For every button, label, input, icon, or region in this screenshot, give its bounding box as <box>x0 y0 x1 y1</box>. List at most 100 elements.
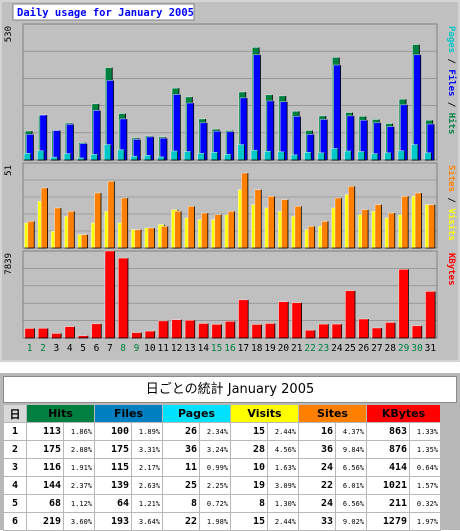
x-tick-label: 19 <box>264 343 276 354</box>
bar-pages-fill <box>264 151 272 160</box>
cell-value: 22 <box>299 477 335 494</box>
bar-kbytes <box>131 332 142 339</box>
bar-sites-fill <box>27 221 35 248</box>
bar-files <box>253 54 261 161</box>
bar-kbytes-fill <box>145 331 155 338</box>
bar-pages-fill <box>211 152 218 160</box>
bar-pages-fill <box>144 155 151 160</box>
bar-sites-fill <box>254 189 262 248</box>
cell-value: 8 <box>163 495 199 512</box>
bar-files-fill <box>133 139 141 160</box>
bar-sites <box>321 221 329 249</box>
bar-kbytes-fill <box>398 269 409 338</box>
cell-value: 15 <box>231 423 267 440</box>
bar-kbytes <box>305 329 316 339</box>
bar-pages-fill <box>157 156 165 160</box>
cell-percent: 3.60% <box>64 513 94 530</box>
bar-pages <box>63 153 72 161</box>
legend-files: Files <box>446 69 457 96</box>
bar-pages-fill <box>411 144 419 160</box>
cell-value: 16 <box>299 423 335 440</box>
bar-kbytes-fill <box>158 320 169 338</box>
legend-sites: Sites <box>446 165 457 192</box>
bar-kbytes <box>144 330 156 339</box>
legend-kbytes: KBytes <box>446 253 456 286</box>
cell-value: 1021 <box>367 477 409 494</box>
table-row: 5 68 1.12% 64 1.21% 8 0.72% 8 1.30% 24 6.56% 211 0.3… <box>4 495 440 512</box>
cell-value: 36 <box>299 441 335 458</box>
row-day: 1 <box>4 423 26 440</box>
bar-kbytes-fill <box>425 291 436 338</box>
bar-sites-fill <box>107 181 115 248</box>
bar-kbytes-fill <box>332 324 342 338</box>
bar-files-fill <box>346 115 354 160</box>
bar-sites <box>27 221 35 249</box>
bar-pages-fill <box>291 154 298 160</box>
x-tick-label: 17 <box>238 343 249 354</box>
bar-files <box>413 54 422 161</box>
bar-kbytes <box>211 324 222 339</box>
x-tick-label: 6 <box>94 343 100 354</box>
bar-pages-fill <box>384 152 392 160</box>
bar-kbytes <box>238 299 249 339</box>
bar-kbytes <box>264 323 276 339</box>
cell-value: 22 <box>163 513 199 530</box>
cell-percent: 1.98% <box>200 513 230 530</box>
bar-files-fill <box>79 143 87 160</box>
bar-pages <box>424 152 432 161</box>
cell-percent: 2.88% <box>64 441 94 458</box>
bar-files-fill <box>240 97 248 160</box>
bar-files-fill <box>186 103 194 160</box>
bar-sites-fill <box>67 211 75 248</box>
bar-files-fill <box>53 130 61 160</box>
day-column-header: 日 <box>4 405 26 422</box>
bar-kbytes <box>224 321 236 339</box>
cell-percent: 3.09% <box>268 477 298 494</box>
x-tick-label: 9 <box>134 343 140 354</box>
cell-value: 414 <box>367 459 409 476</box>
bar-files <box>92 110 101 161</box>
bar-pages-fill <box>90 154 98 160</box>
bar-pages <box>290 154 299 161</box>
x-tick-label: 22 <box>304 343 315 354</box>
x-tick-label: 4 <box>67 343 73 354</box>
bar-sites-fill <box>308 226 315 248</box>
bar-sites <box>161 226 169 249</box>
bar-sites <box>147 227 155 249</box>
bar-kbytes <box>385 322 396 339</box>
cell-value: 219 <box>27 513 63 530</box>
cell-value: 100 <box>95 423 131 440</box>
bar-sites-fill <box>41 188 48 248</box>
row-day: 5 <box>4 495 26 512</box>
bar-kbytes <box>291 302 302 339</box>
bar-pages <box>157 156 165 161</box>
bar-sites <box>361 209 369 249</box>
bar-files-fill <box>173 94 181 160</box>
bar-kbytes-fill <box>345 290 356 338</box>
cell-value: 115 <box>95 459 131 476</box>
bar-pages-fill <box>317 152 325 160</box>
bar-sites <box>67 211 75 249</box>
bar-kbytes-fill <box>104 251 115 338</box>
bar-pages-fill <box>398 150 405 160</box>
panel-0-ymax-label: 530 <box>4 26 14 42</box>
bar-pages-fill <box>24 153 31 160</box>
cell-percent: 3.64% <box>132 513 162 530</box>
bar-sites-fill <box>134 229 142 248</box>
bar-kbytes <box>198 323 209 339</box>
bar-pages <box>317 152 325 161</box>
bar-pages <box>50 156 58 161</box>
bar-kbytes-fill <box>225 321 235 338</box>
bar-pages-fill <box>344 151 352 160</box>
cell-percent: 9.84% <box>336 441 366 458</box>
bar-kbytes <box>425 291 436 339</box>
bar-sites-fill <box>81 234 88 248</box>
bar-sites-fill <box>214 214 222 248</box>
cell-percent: 3.24% <box>200 441 230 458</box>
bar-pages-fill <box>424 152 432 160</box>
cell-value: 19 <box>231 477 267 494</box>
bar-files-fill <box>266 100 274 160</box>
x-tick-label: 15 <box>211 343 222 354</box>
bar-kbytes <box>411 325 423 339</box>
cell-percent: 6.01% <box>336 477 366 494</box>
